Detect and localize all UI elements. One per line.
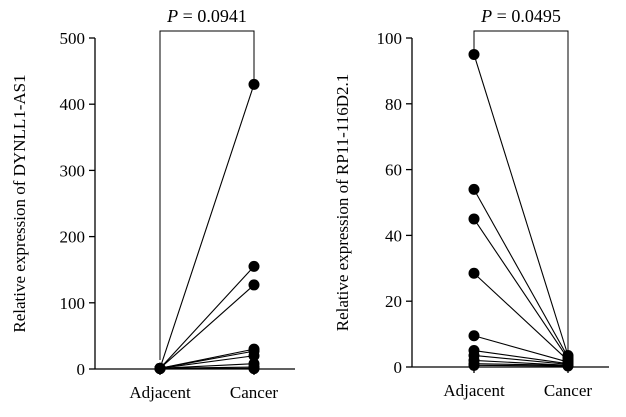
significance-bracket xyxy=(473,30,569,358)
y-tick-label: 300 xyxy=(60,161,86,180)
cancer-point xyxy=(248,363,260,375)
y-tick-label: 20 xyxy=(385,292,402,311)
y-tick-label: 500 xyxy=(60,29,86,48)
x-tick-label: Cancer xyxy=(230,383,278,402)
significance-bracket xyxy=(159,30,255,360)
cancer-point xyxy=(248,260,260,272)
x-tick-label: Cancer xyxy=(544,381,592,400)
pair-line xyxy=(159,266,255,369)
y-tick-label: 40 xyxy=(385,226,402,245)
p-value-label: P = 0.0495 xyxy=(480,6,561,26)
adjacent-point xyxy=(468,48,480,60)
x-tick-label: Adjacent xyxy=(443,381,505,400)
y-tick-label: 100 xyxy=(60,294,86,313)
pair-line xyxy=(473,272,569,361)
adjacent-point xyxy=(154,363,166,375)
pair-line xyxy=(473,364,569,367)
pair-line xyxy=(159,350,255,369)
adjacent-point xyxy=(468,359,480,371)
pair-line xyxy=(473,363,569,366)
pair-line xyxy=(159,284,255,369)
pair-line xyxy=(159,363,255,369)
y-tick-label: 100 xyxy=(377,29,403,48)
pair-line xyxy=(473,354,569,365)
cancer-point xyxy=(248,78,260,90)
panel-1: 0 100 200 300 400 500 Adjacent Cancer Relative e… xyxy=(10,6,295,402)
y-tick-label: 60 xyxy=(385,161,402,180)
cancer-point xyxy=(248,279,260,291)
y-tick-label: 200 xyxy=(60,228,86,247)
cancer-point xyxy=(562,360,574,372)
pair-line xyxy=(159,84,255,369)
pair-line xyxy=(473,189,569,358)
adjacent-point xyxy=(468,267,480,279)
pair-line xyxy=(473,218,569,360)
pair-line xyxy=(473,54,569,356)
x-tick-label: Adjacent xyxy=(129,383,191,402)
p-value-label: P = 0.0941 xyxy=(166,6,247,26)
panel-2: 0 20 40 60 80 100 Adjacent Cancer Relative expre… xyxy=(333,6,609,400)
y-axis-label: Relative expression of DYNLL1-AS1 xyxy=(10,74,29,332)
adjacent-point xyxy=(468,213,480,225)
y-tick-label: 0 xyxy=(77,360,86,379)
pair-line xyxy=(473,335,569,363)
y-tick-label: 0 xyxy=(394,358,403,377)
y-axis-label: Relative expression of RP11-116D2.1 xyxy=(333,74,352,331)
pair-line xyxy=(159,355,255,369)
y-tick-label: 400 xyxy=(60,95,86,114)
pair-line xyxy=(473,350,569,365)
y-tick-label: 80 xyxy=(385,95,402,114)
adjacent-point xyxy=(468,330,480,342)
cancer-point xyxy=(248,350,260,362)
adjacent-point xyxy=(468,183,480,195)
